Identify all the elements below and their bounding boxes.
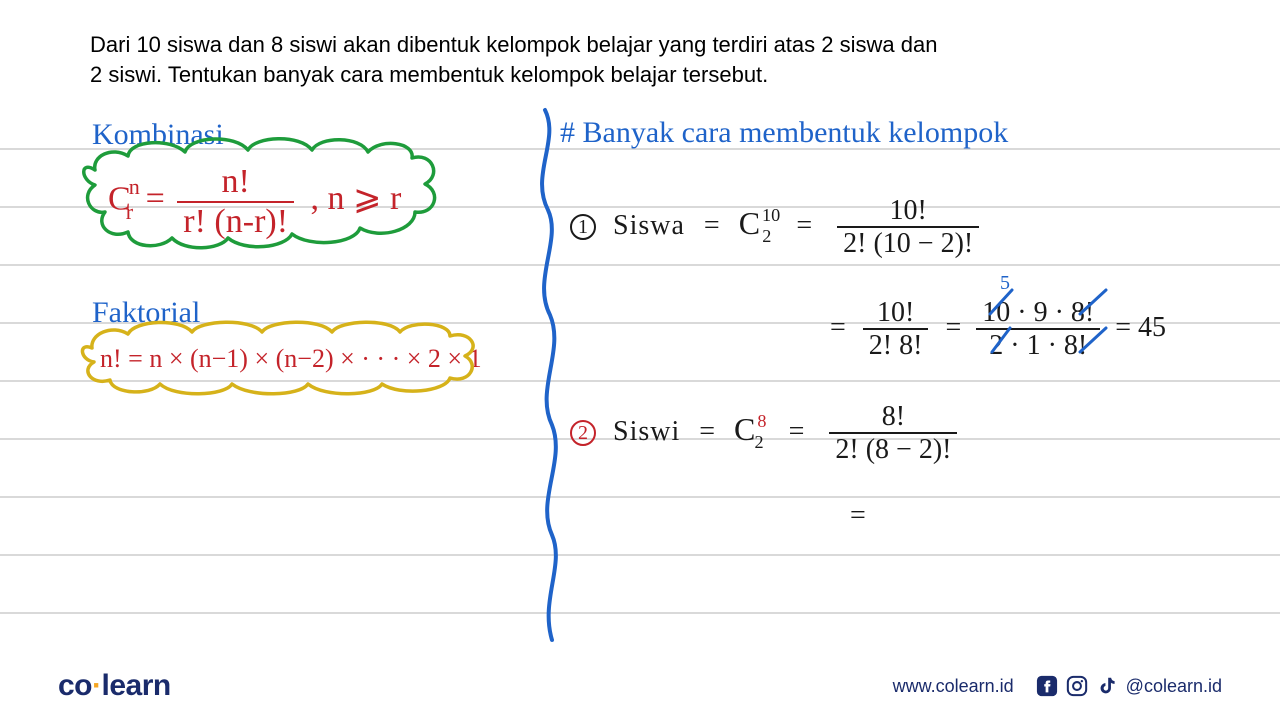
instagram-icon: [1066, 675, 1088, 697]
step1-frac1-den: 2! (10 − 2)!: [837, 226, 979, 258]
kombinasi-formula: Cnr = n! r! (n-r)! , n ⩾ r: [108, 164, 401, 239]
footer: co·learn www.colearn.id @colearn.id: [0, 658, 1280, 720]
footer-handle: @colearn.id: [1126, 676, 1222, 697]
divider-wave: [542, 110, 556, 640]
combin-den: r! (n-r)!: [177, 201, 294, 240]
step2-C-sup: 8: [757, 411, 766, 431]
question-line1: Dari 10 siswa dan 8 siswi akan dibentuk …: [90, 32, 937, 57]
brand-learn: learn: [102, 669, 171, 702]
question-text: Dari 10 siswa dan 8 siswi akan dibentuk …: [90, 30, 1190, 89]
step1-frac2-den: 2! 8!: [863, 328, 929, 360]
step1-result: = 45: [1115, 312, 1166, 343]
rule-line: [0, 554, 1280, 556]
combin-cond: , n ⩾ r: [311, 180, 402, 217]
step1-cancel-5: 5: [1000, 272, 1010, 295]
step1-frac3-num: 10 · 9 · 8!: [976, 298, 1100, 328]
step1-frac3-den: 2 · 1 · 8!: [976, 328, 1100, 360]
step2-C-sub: 2: [754, 432, 763, 452]
kombinasi-heading: Kombinasi: [92, 118, 224, 152]
step1-C-sub: 2: [762, 226, 771, 246]
rule-line: [0, 496, 1280, 498]
step1-line2: = 10! 2! 8! = 10 · 9 · 8! 2 · 1 · 8! = 4…: [830, 298, 1166, 361]
footer-right: www.colearn.id @colearn.id: [893, 675, 1222, 697]
social-icons: @colearn.id: [1036, 675, 1222, 697]
step2-label: Siswi: [613, 416, 680, 447]
footer-url: www.colearn.id: [893, 676, 1014, 697]
question-line2: 2 siswi. Tentukan banyak cara membentuk …: [90, 62, 768, 87]
facebook-icon: [1036, 675, 1058, 697]
step2-frac1-num: 8!: [829, 402, 957, 432]
brand-co: co: [58, 669, 92, 702]
step2-number-icon: 2: [570, 420, 596, 446]
combin-n-sup: n: [129, 174, 140, 199]
combin-r-sub: r: [126, 199, 133, 224]
step1-C-sup: 10: [762, 205, 780, 225]
right-header: # Banyak cara membentuk kelompok: [560, 116, 1008, 150]
step1-number-icon: 1: [570, 214, 596, 240]
step2-row: 2 Siswi = C82 = 8! 2! (8 − 2)!: [570, 402, 957, 465]
combin-num: n!: [177, 164, 294, 201]
faktorial-formula: n! = n × (n−1) × (n−2) × · · · × 2 × 1: [100, 344, 482, 374]
step2-trail: =: [850, 500, 866, 532]
tiktok-icon: [1096, 675, 1118, 697]
step1-label: Siswa: [613, 210, 685, 241]
page: Dari 10 siswa dan 8 siswi akan dibentuk …: [0, 0, 1280, 720]
step2-frac1-den: 2! (8 − 2)!: [829, 432, 957, 464]
rule-line: [0, 264, 1280, 266]
step1-row: 1 Siswa = C102 = 10! 2! (10 − 2)!: [570, 196, 979, 259]
faktorial-heading: Faktorial: [92, 296, 200, 330]
brand-logo: co·learn: [58, 669, 171, 703]
rule-line: [0, 380, 1280, 382]
step1-frac2-num: 10!: [863, 298, 929, 328]
step1-frac1-num: 10!: [837, 196, 979, 226]
rule-line: [0, 612, 1280, 614]
brand-dot-icon: ·: [92, 669, 102, 702]
